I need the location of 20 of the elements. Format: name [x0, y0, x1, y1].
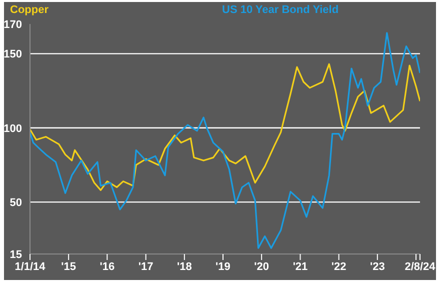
x-tick-label: '15	[61, 260, 76, 273]
y-tick-label: 50	[10, 196, 22, 209]
x-tick-label: '20	[254, 260, 269, 273]
text: Copper	[10, 4, 48, 16]
x-tick-label: '17	[138, 260, 154, 273]
x-tick-label: '22	[331, 260, 346, 273]
line-series	[30, 63, 420, 191]
text: US 10 Year Bond Yield	[222, 4, 339, 16]
y-tick-label: 150	[4, 48, 22, 61]
x-tick-label: 2/8/24	[404, 260, 436, 273]
y-tick-label: 170	[4, 18, 22, 31]
x-tick-label: '21	[292, 260, 308, 273]
line-series	[30, 32, 420, 249]
y-tick-label: 100	[4, 122, 22, 135]
x-tick-label: '16	[100, 260, 115, 273]
y-tick-label: 15	[10, 248, 22, 261]
x-tick-label: '23	[370, 260, 385, 273]
x-tick-label: '18	[176, 260, 192, 273]
x-tick-label: 1/1/14	[14, 260, 46, 273]
x-tick-label: '19	[216, 260, 230, 273]
